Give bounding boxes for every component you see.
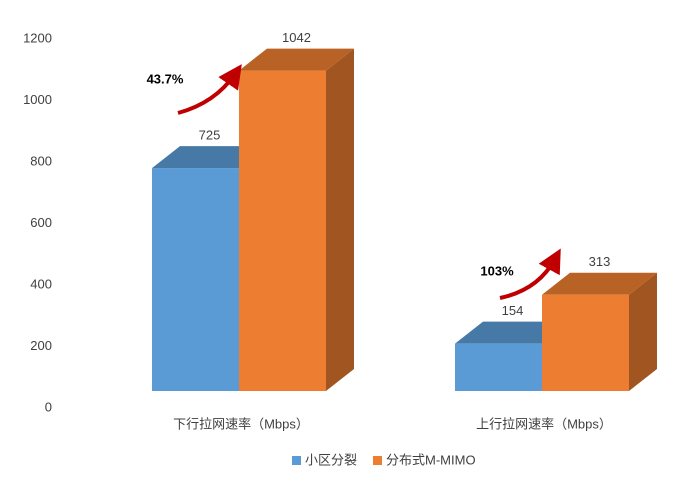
legend-swatch [292, 456, 301, 465]
bar-side [326, 48, 354, 392]
y-tick-label: 1200 [23, 30, 52, 45]
bar-side [629, 272, 657, 391]
value-label: 313 [589, 254, 611, 269]
bar [152, 168, 239, 391]
y-tick-label: 800 [30, 153, 52, 168]
y-tick-label: 1000 [23, 92, 52, 107]
value-label: 1042 [282, 30, 311, 45]
value-label: 154 [502, 303, 524, 318]
y-tick-label: 400 [30, 276, 52, 291]
y-tick-label: 200 [30, 338, 52, 353]
bar-top [239, 48, 354, 71]
annotation: 43.7% [147, 71, 184, 86]
bar [239, 70, 326, 392]
bar [455, 343, 542, 391]
legend-swatch [373, 456, 383, 465]
x-tick-label: 下行拉网速率（Mbps） [173, 416, 309, 431]
y-tick-label: 0 [45, 399, 52, 414]
bar [542, 294, 629, 391]
legend-label: 小区分裂 [305, 452, 357, 467]
y-tick-label: 600 [30, 215, 52, 230]
bar-top [455, 321, 570, 344]
legend-label: 分布式M-MIMO [386, 452, 476, 467]
annotation: 103% [480, 263, 514, 278]
growth-arrow [499, 248, 561, 300]
bar-top [542, 272, 657, 295]
value-label: 725 [199, 128, 221, 143]
bar-top [152, 146, 267, 169]
growth-arrow [177, 64, 242, 115]
x-tick-label: 上行拉网速率（Mbps） [476, 416, 612, 431]
